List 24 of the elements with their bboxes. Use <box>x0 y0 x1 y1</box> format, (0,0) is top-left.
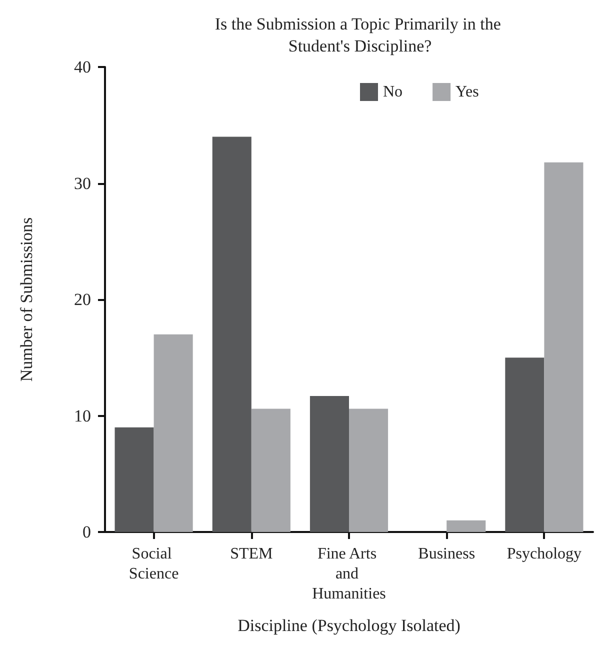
y-tick-label: 30 <box>74 174 91 193</box>
bar <box>310 396 349 532</box>
x-tick-label: Social Science <box>128 546 179 582</box>
bar <box>446 520 486 532</box>
bar <box>349 408 388 532</box>
legend-label: No <box>383 84 403 100</box>
x-tick-label: Psychology <box>506 546 582 562</box>
x-tick-label: Fine Arts and Humanities <box>312 546 386 602</box>
bar <box>544 162 584 532</box>
y-tick-label: 0 <box>82 522 91 542</box>
bar <box>505 358 544 532</box>
bar <box>251 408 290 532</box>
y-tick-label: 40 <box>74 58 91 76</box>
x-tick-label: STEM <box>230 546 273 562</box>
bar <box>154 334 193 532</box>
y-axis-title: Number of Submissions <box>17 217 36 382</box>
bar <box>212 136 252 532</box>
chart-title: Is the Submission a Topic Primarily in the Student's Discipline? <box>214 14 506 56</box>
legend-label: Yes <box>456 84 479 100</box>
y-tick-label: 10 <box>74 406 91 426</box>
x-axis-title: Discipline (Psychology Isolated) <box>238 616 460 635</box>
bar <box>114 427 154 532</box>
x-tick-label: Business <box>418 546 476 562</box>
y-tick-label: 20 <box>74 290 91 309</box>
